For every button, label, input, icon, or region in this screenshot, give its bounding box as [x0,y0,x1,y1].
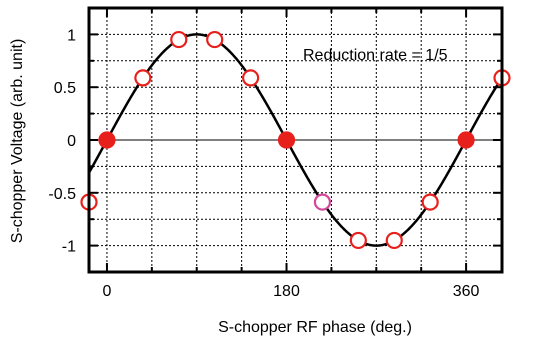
data-point-filled [457,131,475,149]
grid-lines [89,8,502,272]
x-axis-title: S-chopper RF phase (deg.) [218,319,412,336]
data-markers [80,30,511,250]
axis-ticks [89,8,502,272]
data-point-open [313,193,332,211]
x-tick-label: 360 [453,283,480,300]
data-point-open [349,231,367,250]
y-tick-labels: -1 -0.5 0 0.5 1 [48,27,76,255]
y-tick-label: 0.5 [54,80,76,97]
data-point-open [134,69,152,87]
data-point-filled [277,131,296,149]
reduction-rate-annotation: Reduction rate = 1/5 [303,47,448,64]
x-tick-label: 0 [103,283,112,300]
y-tick-label: 1 [67,27,76,44]
data-point-filled [98,131,116,149]
x-tick-label: 180 [273,283,300,300]
data-point-open [242,69,260,87]
data-point-open [206,30,224,49]
y-tick-label: 0 [67,133,76,150]
y-tick-label: -1 [62,239,76,256]
data-point-open [170,30,188,49]
data-point-open [421,193,439,211]
y-axis-title: S-chopper Voltage (arb. unit) [9,39,26,244]
data-point-open [385,231,403,250]
x-tick-labels: 0 180 360 [103,283,480,300]
y-tick-label: -0.5 [48,186,76,203]
